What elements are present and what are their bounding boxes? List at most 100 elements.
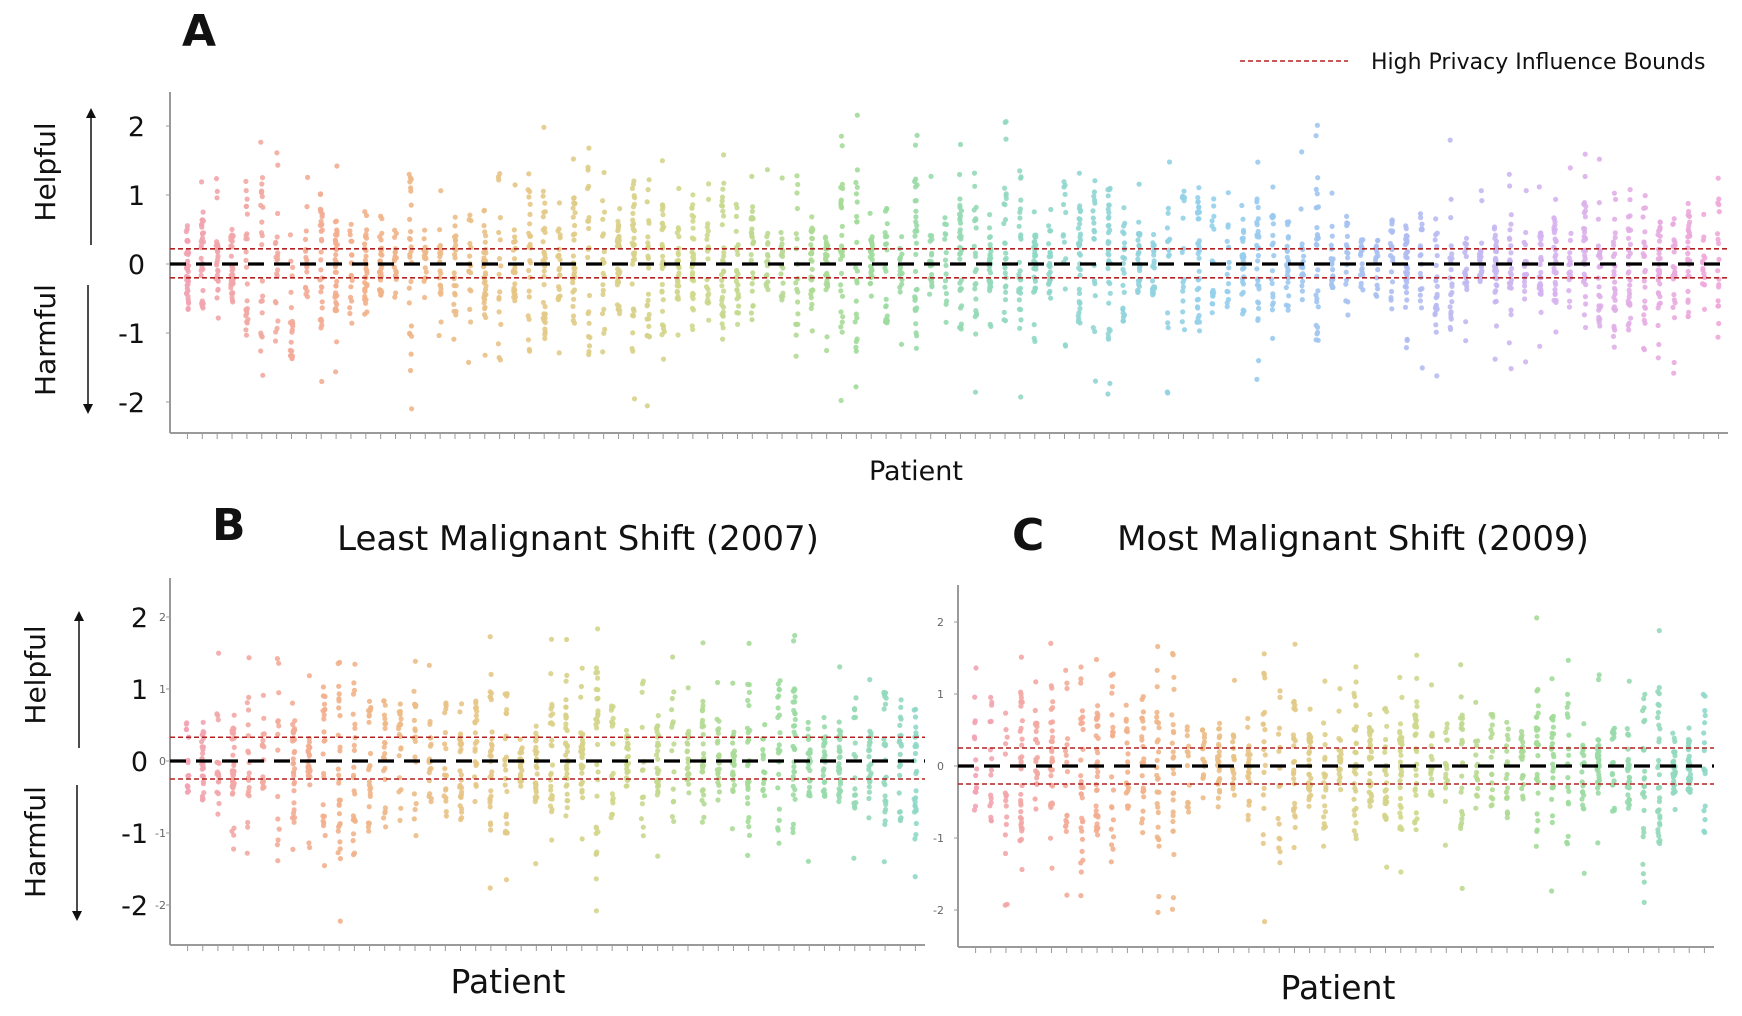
data-point xyxy=(381,698,387,704)
data-point xyxy=(305,748,311,754)
data-point xyxy=(322,693,328,700)
data-point xyxy=(1077,300,1083,306)
data-point xyxy=(1049,734,1056,740)
data-point xyxy=(943,262,949,269)
data-point xyxy=(661,329,668,335)
data-point xyxy=(1428,771,1434,777)
data-point xyxy=(839,329,845,335)
data-point xyxy=(541,124,547,130)
data-point xyxy=(436,332,442,339)
data-point xyxy=(1003,798,1009,804)
data-point xyxy=(1255,253,1261,259)
data-point xyxy=(746,815,752,821)
data-point xyxy=(246,770,252,776)
data-point xyxy=(1121,205,1127,211)
data-point xyxy=(1002,202,1008,208)
data-point xyxy=(503,828,509,834)
data-point xyxy=(1506,235,1512,241)
data-point xyxy=(1611,190,1617,196)
data-point xyxy=(600,349,606,355)
data-point xyxy=(748,252,754,258)
data-point xyxy=(1433,302,1439,308)
data-point xyxy=(459,701,465,707)
data-point xyxy=(1077,305,1083,312)
data-point xyxy=(243,178,249,184)
data-point xyxy=(1239,266,1246,272)
y-tick-label: 0 xyxy=(937,760,944,773)
data-point xyxy=(563,712,569,718)
data-point xyxy=(1700,265,1706,272)
data-point xyxy=(1490,796,1496,802)
data-point xyxy=(1155,909,1161,916)
data-point xyxy=(1150,263,1156,269)
data-point xyxy=(987,285,993,292)
data-point xyxy=(1034,775,1040,781)
data-point xyxy=(1231,792,1237,798)
data-point xyxy=(1245,715,1251,722)
data-point xyxy=(332,219,338,225)
data-point xyxy=(526,194,532,200)
data-point xyxy=(563,721,569,727)
data-point xyxy=(866,784,872,790)
data-point xyxy=(320,802,326,808)
data-point xyxy=(287,320,293,326)
data-point xyxy=(1583,282,1589,288)
data-point xyxy=(1254,196,1260,202)
data-point xyxy=(624,745,630,751)
data-point xyxy=(1105,223,1111,229)
data-point xyxy=(1610,333,1617,339)
data-point xyxy=(1552,279,1558,285)
data-point xyxy=(790,829,796,836)
data-point xyxy=(438,188,444,194)
data-point xyxy=(820,788,826,794)
data-point xyxy=(1478,188,1484,194)
data-point xyxy=(1323,787,1329,793)
data-point xyxy=(1224,271,1230,277)
data-point xyxy=(231,730,237,736)
data-point xyxy=(1210,301,1216,307)
data-point xyxy=(228,285,234,291)
data-point xyxy=(1519,756,1525,762)
data-point xyxy=(367,763,373,769)
data-point xyxy=(1322,774,1328,780)
data-point xyxy=(1277,694,1283,701)
data-point xyxy=(987,251,993,258)
data-point xyxy=(335,766,341,772)
data-point xyxy=(808,242,814,248)
data-point xyxy=(1565,833,1571,839)
data-point xyxy=(1245,817,1251,823)
data-point xyxy=(1078,893,1084,899)
data-point xyxy=(570,280,576,286)
data-point xyxy=(1135,256,1141,262)
data-point xyxy=(776,771,782,778)
data-point xyxy=(1003,821,1009,828)
data-point xyxy=(839,181,846,187)
data-point xyxy=(691,278,697,284)
data-point xyxy=(533,738,539,744)
data-point xyxy=(1701,234,1707,240)
data-point xyxy=(542,252,548,258)
data-point xyxy=(1106,214,1112,220)
data-point xyxy=(973,789,979,795)
data-point xyxy=(1595,243,1601,249)
data-point xyxy=(1344,249,1350,255)
data-point xyxy=(274,150,280,156)
data-point xyxy=(383,824,389,830)
data-point xyxy=(1414,724,1420,730)
data-point xyxy=(528,260,534,266)
data-point xyxy=(458,746,464,752)
data-point xyxy=(1048,640,1054,647)
data-point xyxy=(1078,825,1084,831)
data-point xyxy=(913,832,919,838)
data-point xyxy=(411,717,417,724)
data-point xyxy=(1581,870,1587,876)
data-point xyxy=(496,309,502,315)
data-point xyxy=(199,773,205,779)
data-point xyxy=(347,294,354,300)
data-point xyxy=(599,233,606,239)
data-point xyxy=(1315,235,1321,241)
data-point xyxy=(609,791,616,797)
data-point xyxy=(745,818,751,825)
data-point xyxy=(337,856,343,862)
data-point xyxy=(1657,294,1663,300)
